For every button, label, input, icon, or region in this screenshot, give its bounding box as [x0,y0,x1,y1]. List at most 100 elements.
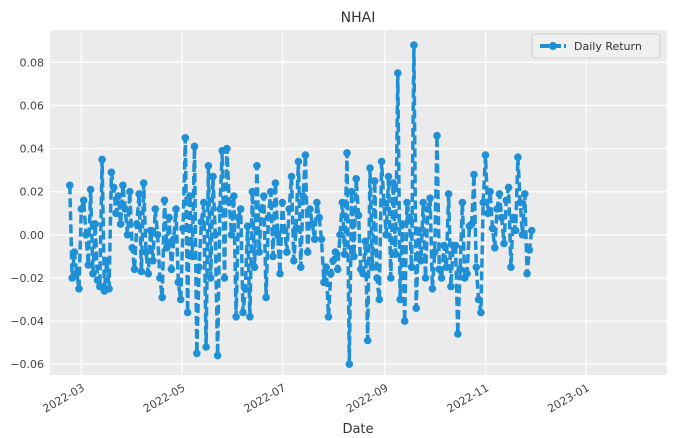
data-point [271,179,280,187]
data-point [430,248,439,256]
data-point [211,231,220,239]
data-point [320,278,328,287]
data-point [509,213,517,222]
data-point [169,235,178,243]
data-point [414,226,423,235]
data-point [382,231,391,239]
data-point [260,192,268,200]
data-point [287,172,296,181]
data-point [285,205,294,213]
data-point [243,222,252,230]
data-point [497,213,506,222]
data-point [514,153,522,161]
data-point [511,226,520,235]
data-point [299,192,307,200]
data-point [527,226,536,235]
data-point [86,185,95,194]
data-point [405,213,414,222]
data-point [433,131,441,140]
data-point [114,192,123,200]
data-point [146,226,155,235]
data-point [190,142,199,151]
data-point [133,220,141,228]
data-point [126,187,134,196]
data-point [241,285,250,293]
data-point [223,144,231,153]
data-point [426,194,434,202]
data-point [308,220,317,228]
data-point [329,256,337,265]
data-point [350,252,358,261]
data-point [165,213,173,222]
data-point [197,218,206,226]
data-point [225,198,233,207]
y-tick-label: 0.06 [20,99,45,112]
data-point [343,149,351,157]
data-point [213,351,222,360]
data-point [310,235,319,243]
data-point [396,295,404,304]
data-point [209,172,217,181]
data-point [206,274,215,282]
data-point [119,181,127,190]
data-point [368,263,377,272]
y-axis-tick-labels: −0.06 −0.04 −0.02 0.00 0.02 0.04 0.06 0.08 [10,56,44,371]
data-point [327,269,335,278]
data-point [375,295,384,304]
data-point [424,205,432,213]
data-point [345,360,354,369]
legend-entry-daily-return: Daily Return [574,40,642,53]
data-point [400,317,409,325]
data-point [292,224,300,233]
y-tick-label: −0.06 [10,358,44,371]
data-point [303,248,312,256]
data-point [491,244,499,252]
data-point [338,198,347,207]
data-point [340,250,349,258]
data-point [262,293,270,302]
y-tick-label: 0.08 [20,56,45,69]
data-point [220,274,229,282]
data-point [130,265,139,274]
data-point [160,196,169,205]
data-point [89,269,97,278]
data-point [507,263,515,272]
data-point [470,170,478,179]
data-point [116,220,125,228]
data-point [200,198,208,207]
legend-box [531,33,661,59]
data-point [407,263,416,272]
data-point [377,157,386,166]
data-point [347,187,356,196]
data-point [188,252,196,261]
data-point [410,41,418,49]
data-point [179,224,187,233]
data-point [472,263,481,272]
data-point [181,134,190,142]
data-point [82,231,90,239]
data-point [484,209,492,218]
data-point [149,256,157,265]
data-point [315,213,324,222]
data-point [151,205,160,213]
data-point [84,261,93,269]
data-point [216,205,224,213]
data-point [359,269,367,278]
y-tick-label: 0.02 [20,186,45,199]
data-point [79,196,88,205]
data-point [354,211,363,220]
data-point [250,263,259,272]
data-point [239,308,247,317]
data-point [248,187,257,196]
data-point [428,285,437,293]
data-point [253,162,261,170]
data-point [294,157,303,166]
data-point [91,220,99,228]
data-point [290,256,298,265]
data-point [313,198,321,207]
data-point [306,205,314,213]
x-axis-label: Date [342,422,373,437]
data-point [156,274,164,282]
data-point [412,304,421,313]
data-point [333,265,342,274]
